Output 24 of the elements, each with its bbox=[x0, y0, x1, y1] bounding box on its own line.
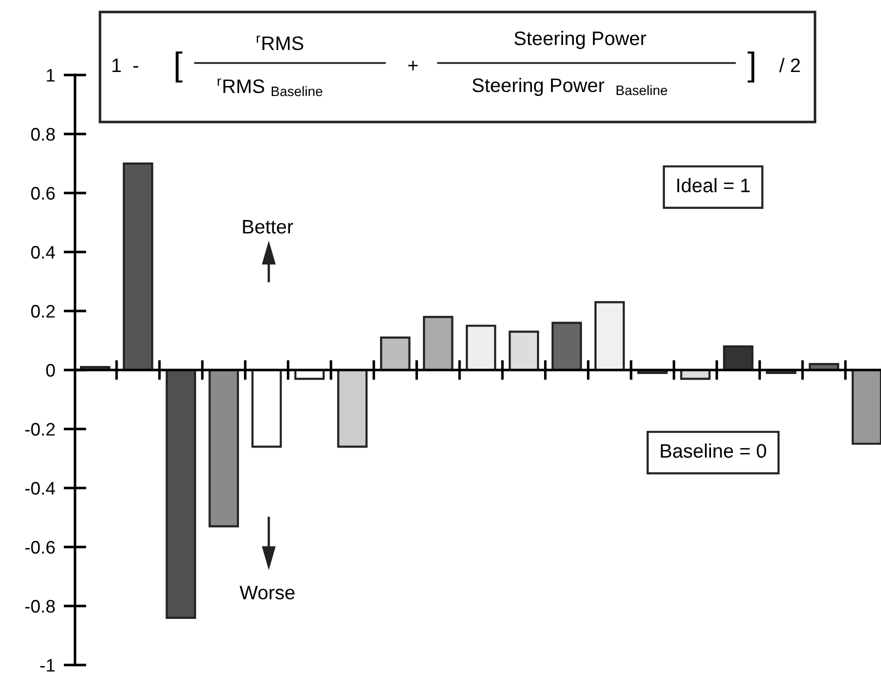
y-tick-label: -0.2 bbox=[25, 422, 55, 436]
annotation: Baseline = 0 bbox=[660, 444, 766, 458]
y-tick-label: 0.8 bbox=[31, 128, 55, 141]
text: Steering Power bbox=[514, 30, 646, 50]
y-tick-label: -0.4 bbox=[25, 482, 56, 495]
annotation: ] bbox=[748, 51, 754, 83]
annotation: Steering Power $_{Baseline}$ bbox=[472, 78, 668, 96]
annotation: Better bbox=[243, 220, 294, 234]
annotation: [ bbox=[176, 51, 182, 83]
y-tick-label: 0.4 bbox=[31, 246, 56, 259]
annotation: $^{r}$RMS $_{Baseline}$ bbox=[218, 78, 322, 96]
text: / 2 bbox=[779, 58, 800, 72]
text: 1 - bbox=[112, 58, 138, 72]
y-tick-label: 0 bbox=[46, 364, 55, 377]
y-tick-label: 1 bbox=[46, 69, 55, 82]
y-tick-label: 0.6 bbox=[31, 186, 55, 200]
annotation: Ideal = 1 bbox=[677, 178, 750, 192]
y-tick-label: -0.8 bbox=[25, 600, 55, 613]
annotation: Worse bbox=[240, 586, 294, 600]
text: + bbox=[408, 60, 418, 70]
y-tick-label: -1 bbox=[40, 659, 55, 672]
y-tick-label: 0.2 bbox=[31, 304, 55, 318]
text: $^{r}$RMS bbox=[256, 35, 304, 50]
y-tick-label: -0.6 bbox=[25, 540, 55, 554]
